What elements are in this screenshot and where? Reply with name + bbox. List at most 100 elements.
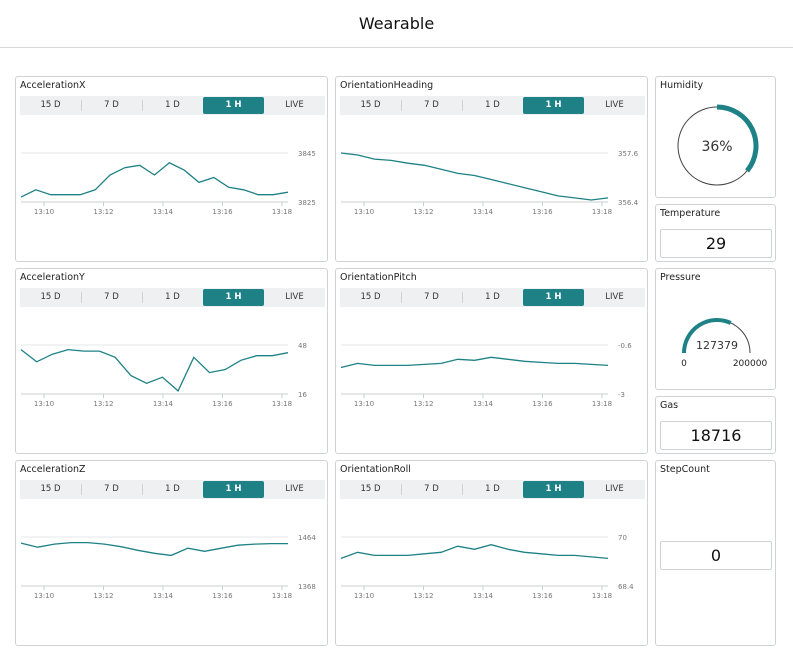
page-title: Wearable	[358, 14, 435, 33]
tab-7d[interactable]: 7 D	[401, 96, 462, 115]
line-chart: 357.6 356.4 13:10 13:12 13:14 13:16 13:18	[340, 150, 639, 216]
tab-1d[interactable]: 1 D	[142, 96, 203, 115]
pressure-value: 127379	[696, 339, 738, 352]
pressure-title: Pressure	[660, 272, 701, 283]
chart-title: AccelerationX	[20, 80, 86, 91]
tab-1d[interactable]: 1 D	[142, 480, 203, 499]
tab-15d[interactable]: 15 D	[360, 100, 381, 110]
tab-live[interactable]: LIVE	[605, 484, 624, 494]
y-tick-label: 3825	[298, 199, 316, 207]
series-line	[340, 356, 609, 369]
pressure-min-label: 0	[681, 359, 687, 369]
x-tick-label: 13:12	[93, 592, 113, 600]
tab-1d[interactable]: 1 D	[462, 480, 523, 499]
x-tick-label: 13:18	[272, 400, 292, 408]
tab-1h[interactable]: 1 H	[203, 289, 264, 306]
temperature-card: Temperature 29	[655, 204, 776, 262]
tab-7d[interactable]: 7 D	[81, 96, 142, 115]
line-chart: -0.6 -3 13:10 13:12 13:14 13:16 13:18	[340, 342, 632, 408]
gas-title: Gas	[660, 400, 679, 411]
tab-7d[interactable]: 7 D	[81, 480, 142, 499]
temperature-value: 29	[660, 229, 772, 258]
gas-card: Gas 18716	[655, 396, 776, 454]
pressure-arc	[682, 318, 732, 354]
tab-1d[interactable]: 1 D	[462, 288, 523, 307]
tab-live[interactable]: LIVE	[285, 292, 304, 302]
line-chart: 1464 1368 13:10 13:12 13:14 13:16 13:18	[20, 534, 316, 600]
tab-1h[interactable]: 1 H	[523, 481, 584, 498]
x-tick-label: 13:14	[153, 592, 174, 600]
humidity-title: Humidity	[660, 80, 704, 91]
y-tick-label: 356.4	[618, 199, 639, 207]
stepcount-value: 0	[660, 541, 772, 570]
x-tick-label: 13:16	[212, 208, 233, 216]
tab-1h[interactable]: 1 H	[203, 481, 264, 498]
x-tick-label: 13:10	[34, 400, 54, 408]
x-tick-label: 13:16	[212, 592, 233, 600]
x-tick-label: 13:14	[153, 208, 174, 216]
y-tick-label: 70	[618, 534, 627, 542]
x-tick-label: 13:18	[592, 400, 612, 408]
line-chart: 3845 3825 13:10 13:12 13:14 13:16 13:18	[20, 150, 316, 216]
tab-15d[interactable]: 15 D	[40, 292, 61, 302]
chart-title: OrientationPitch	[340, 272, 417, 283]
tab-1h[interactable]: 1 H	[523, 97, 584, 114]
y-tick-label: 16	[298, 391, 307, 399]
tab-live[interactable]: LIVE	[285, 484, 304, 494]
x-tick-label: 13:10	[354, 208, 374, 216]
x-tick-label: 13:14	[473, 208, 494, 216]
stepcount-title: StepCount	[660, 464, 710, 475]
pressure-gauge: 127379 0 200000	[681, 318, 768, 369]
humidity-card: Humidity 36%	[655, 76, 776, 198]
y-tick-label: -3	[618, 391, 625, 399]
tab-1d[interactable]: 1 D	[462, 96, 523, 115]
x-tick-label: 13:10	[354, 400, 374, 408]
tab-7d[interactable]: 7 D	[81, 288, 142, 307]
x-tick-label: 13:16	[532, 208, 553, 216]
humidity-gauge: 36%	[677, 104, 759, 186]
x-tick-label: 13:16	[212, 400, 233, 408]
y-tick-label: 1368	[298, 583, 316, 591]
pressure-max-label: 200000	[733, 359, 768, 369]
humidity-value: 36%	[701, 139, 732, 155]
tab-1h[interactable]: 1 H	[203, 97, 264, 114]
gas-value: 18716	[660, 421, 772, 450]
series-line	[20, 541, 288, 557]
chart-title: OrientationRoll	[340, 464, 411, 475]
x-tick-label: 13:10	[34, 592, 54, 600]
tab-live[interactable]: LIVE	[605, 100, 624, 110]
tab-15d[interactable]: 15 D	[40, 100, 61, 110]
tab-1d[interactable]: 1 D	[142, 288, 203, 307]
humidity-arc	[716, 104, 759, 173]
tab-7d[interactable]: 7 D	[401, 288, 462, 307]
tab-15d[interactable]: 15 D	[40, 484, 61, 494]
line-chart: 48 16 13:10 13:12 13:14 13:16 13:18	[20, 342, 307, 408]
tab-15d[interactable]: 15 D	[360, 292, 381, 302]
x-tick-label: 13:12	[93, 208, 113, 216]
y-tick-label: 3845	[298, 150, 316, 158]
tab-15d[interactable]: 15 D	[360, 484, 381, 494]
chart-title: AccelerationY	[20, 272, 85, 283]
x-tick-label: 13:14	[473, 592, 494, 600]
tab-live[interactable]: LIVE	[605, 292, 624, 302]
app-header: Wearable	[0, 0, 793, 48]
x-tick-label: 13:18	[592, 208, 612, 216]
stepcount-card: StepCount 0	[655, 460, 776, 646]
x-tick-label: 13:10	[34, 208, 54, 216]
tab-7d[interactable]: 7 D	[401, 480, 462, 499]
x-tick-label: 13:12	[93, 400, 113, 408]
x-tick-label: 13:10	[354, 592, 374, 600]
tab-1h[interactable]: 1 H	[523, 289, 584, 306]
tab-live[interactable]: LIVE	[285, 100, 304, 110]
x-tick-label: 13:14	[153, 400, 174, 408]
x-tick-label: 13:18	[272, 592, 292, 600]
